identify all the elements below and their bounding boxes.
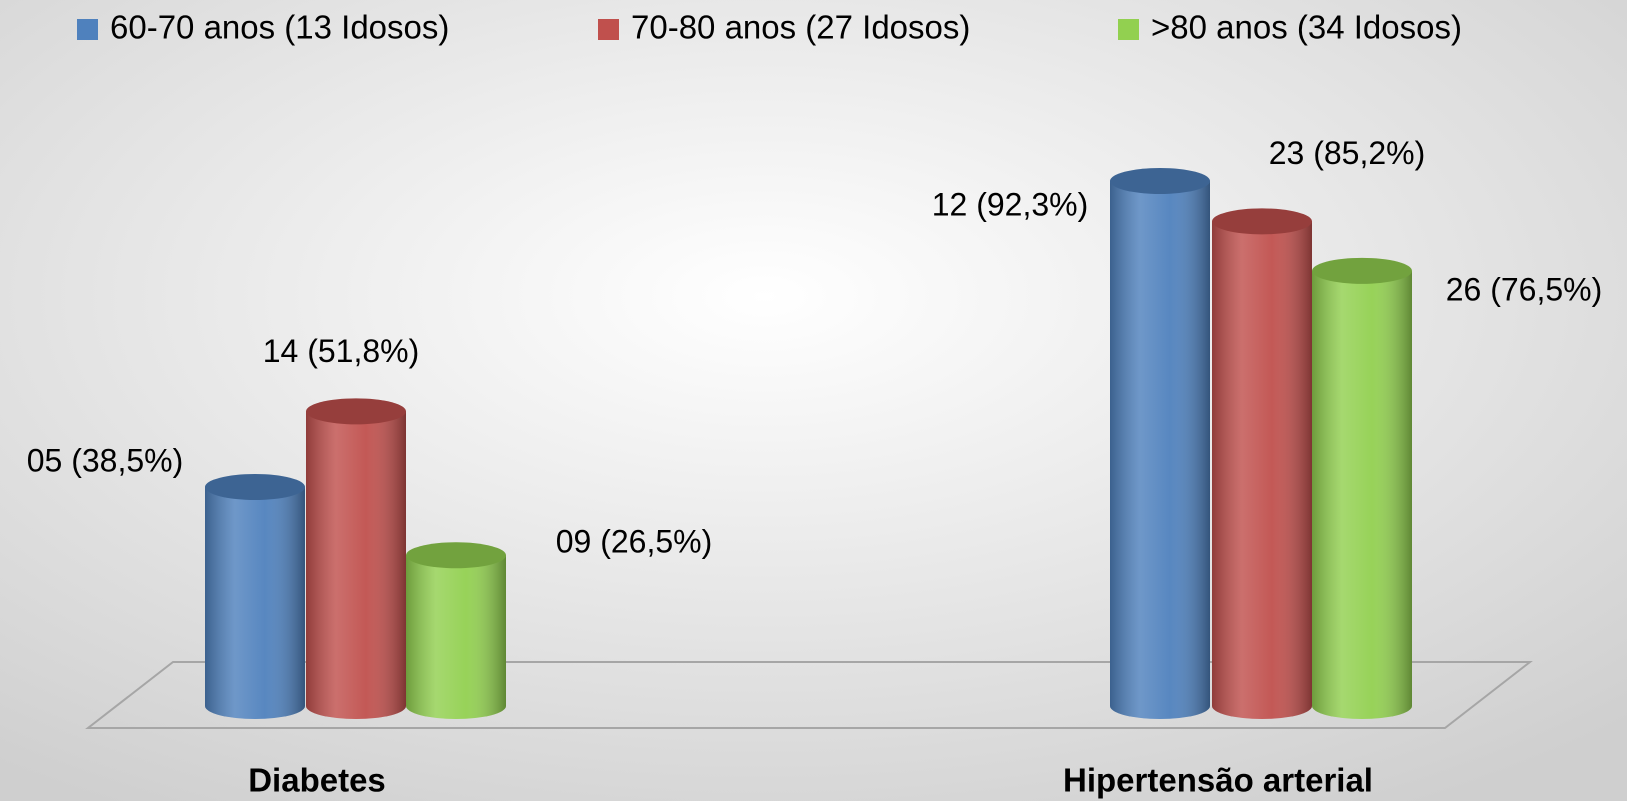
floor xyxy=(85,661,1533,729)
bar-top xyxy=(205,474,305,501)
bar-top xyxy=(1312,257,1412,284)
bar-shade xyxy=(1110,181,1210,719)
bar-top-shade xyxy=(205,474,305,501)
bar-top-shade xyxy=(1312,257,1412,284)
bar-top-shade xyxy=(406,542,506,569)
data-label: 14 (51,8%) xyxy=(263,333,420,369)
bar xyxy=(1312,257,1412,719)
legend-label: >80 anos (34 Idosos) xyxy=(1151,9,1462,46)
bar-top-shade xyxy=(306,398,406,425)
bar xyxy=(1212,208,1312,719)
data-label: 09 (26,5%) xyxy=(556,524,713,560)
legend-swatch xyxy=(1118,19,1139,40)
bar-shade xyxy=(1212,221,1312,719)
bar-top xyxy=(406,542,506,569)
data-label: 26 (76,5%) xyxy=(1446,271,1603,307)
category-label: Hipertensão arterial xyxy=(1063,762,1373,799)
legend-swatch xyxy=(598,19,619,40)
bar-shade xyxy=(1312,270,1412,719)
bar-top-shade xyxy=(1110,168,1210,194)
bar xyxy=(406,542,506,719)
bar-shade xyxy=(306,411,406,719)
bar xyxy=(1110,168,1210,719)
bar-shade xyxy=(406,555,506,719)
bar-shade xyxy=(205,487,305,719)
data-label: 23 (85,2%) xyxy=(1269,135,1426,171)
data-label: 12 (92,3%) xyxy=(932,186,1089,222)
bar-top xyxy=(1212,208,1312,235)
bar xyxy=(205,474,305,719)
bar xyxy=(306,398,406,719)
data-label: 05 (38,5%) xyxy=(27,442,184,478)
legend-label: 60-70 anos (13 Idosos) xyxy=(110,9,449,46)
bar-top-shade xyxy=(1212,208,1312,235)
bar-top xyxy=(306,398,406,425)
bar-top xyxy=(1110,168,1210,194)
legend-label: 70-80 anos (27 Idosos) xyxy=(631,9,970,46)
category-label: Diabetes xyxy=(248,762,386,799)
legend-swatch xyxy=(77,19,98,40)
